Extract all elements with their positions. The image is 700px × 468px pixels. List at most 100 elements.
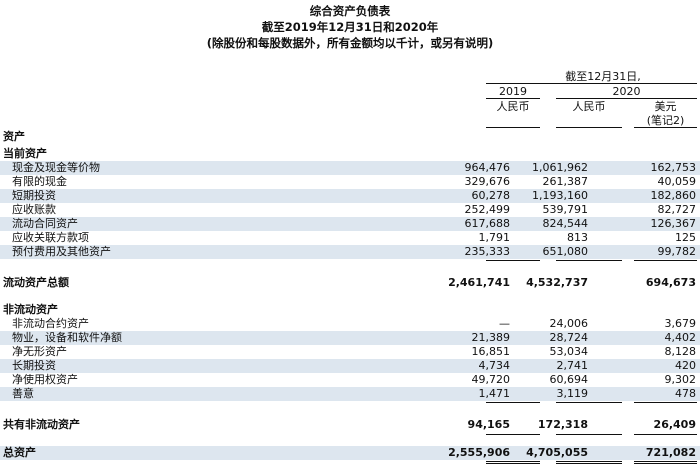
value-usd: 99,782 bbox=[657, 245, 697, 258]
value-2019: 252,499 bbox=[464, 203, 511, 216]
table-row: 现金及现金等价物 964,476 1,061,962 162,753 bbox=[0, 161, 700, 175]
header-rule-2020 bbox=[556, 98, 697, 99]
value-usd: 721,082 bbox=[645, 446, 696, 459]
value-2020: 24,006 bbox=[549, 317, 589, 330]
value-2020: 813 bbox=[567, 231, 588, 244]
row-label: 现金及现金等价物 bbox=[12, 161, 100, 174]
value-usd: 162,753 bbox=[650, 161, 697, 174]
value-usd: 125 bbox=[675, 231, 696, 244]
value-2020: 1,061,962 bbox=[532, 161, 588, 174]
rule-double-underline bbox=[634, 461, 697, 462]
total-assets-label: 总资产 bbox=[3, 446, 36, 459]
rule-subtotal bbox=[556, 402, 622, 403]
rule-double-underline bbox=[486, 461, 540, 462]
rule-subtotal bbox=[556, 260, 622, 261]
rule-double-underline bbox=[634, 463, 697, 464]
table-row: 预付费用及其他资产 235,333 651,080 99,782 bbox=[0, 245, 700, 259]
value-usd: 420 bbox=[675, 359, 696, 372]
rule-total bbox=[556, 434, 622, 435]
rule-double-underline bbox=[556, 463, 622, 464]
row-label: 净无形资产 bbox=[12, 345, 67, 358]
value-2020: 651,080 bbox=[542, 245, 589, 258]
table-row: 善意 1,471 3,119 478 bbox=[0, 387, 700, 401]
title-main: 综合资产负债表 bbox=[309, 4, 391, 18]
value-2020: 4,532,737 bbox=[526, 276, 588, 289]
rule-double-underline bbox=[486, 463, 540, 464]
table-row: 流动合同资产 617,688 824,544 126,367 bbox=[0, 217, 700, 231]
total-assets-row: 总资产 2,555,906 4,705,055 721,082 bbox=[0, 446, 700, 460]
row-label: 预付费用及其他资产 bbox=[12, 245, 111, 258]
value-2019: 329,676 bbox=[464, 175, 511, 188]
row-label: 净使用权资产 bbox=[12, 373, 78, 386]
value-usd: 694,673 bbox=[645, 276, 696, 289]
header-currency-rmb-2020: 人民币 bbox=[572, 100, 606, 113]
value-2020: 4,705,055 bbox=[526, 446, 588, 459]
value-2020: 60,694 bbox=[549, 373, 589, 386]
value-2019: 60,278 bbox=[471, 189, 511, 202]
header-note: (笔记2) bbox=[646, 114, 685, 127]
value-2020: 2,741 bbox=[556, 359, 589, 372]
table-row: 非流动合约资产 — 24,006 3,679 bbox=[0, 317, 700, 331]
value-2020: 539,791 bbox=[542, 203, 589, 216]
section-non-current-assets-label: 非流动资产 bbox=[3, 303, 58, 316]
rule-subtotal bbox=[486, 402, 540, 403]
value-2019: 16,851 bbox=[471, 345, 511, 358]
header-rule-top bbox=[486, 83, 697, 84]
row-label: 长期投资 bbox=[12, 359, 56, 372]
value-2020: 3,119 bbox=[556, 387, 589, 400]
rule-double-underline bbox=[556, 461, 622, 462]
value-2019: 94,165 bbox=[467, 418, 510, 431]
value-usd: 182,860 bbox=[650, 189, 697, 202]
row-label: 短期投资 bbox=[12, 189, 56, 202]
row-label: 流动合同资产 bbox=[12, 217, 78, 230]
value-2020: 261,387 bbox=[542, 175, 589, 188]
value-2020: 28,724 bbox=[549, 331, 589, 344]
header-rule-2019-b bbox=[486, 127, 540, 128]
header-rule-2019 bbox=[486, 98, 540, 99]
row-label: 应收关联方款项 bbox=[12, 231, 89, 244]
title-note: (除股份和每股数据外，所有金额均以千计，或另有说明) bbox=[206, 36, 494, 50]
total-current-assets-label: 流动资产总额 bbox=[3, 276, 69, 289]
total-non-current-assets-label: 共有非流动资产 bbox=[3, 418, 80, 431]
table-row: 净使用权资产 49,720 60,694 9,302 bbox=[0, 373, 700, 387]
value-usd: 3,679 bbox=[664, 317, 697, 330]
table-row: 物业，设备和软件净额 21,389 28,724 4,402 bbox=[0, 331, 700, 345]
total-non-current-assets-row: 共有非流动资产 94,165 172,318 26,409 bbox=[0, 418, 700, 432]
table-row: 短期投资 60,278 1,193,160 182,860 bbox=[0, 189, 700, 203]
value-2019: 1,791 bbox=[478, 231, 511, 244]
value-2019: 617,688 bbox=[464, 217, 511, 230]
value-2020: 172,318 bbox=[537, 418, 588, 431]
header-currency-rmb-2019: 人民币 bbox=[496, 100, 530, 113]
rule-total bbox=[634, 434, 697, 435]
value-usd: 126,367 bbox=[650, 217, 697, 230]
section-non-current-assets: 非流动资产 bbox=[0, 303, 700, 317]
rule-subtotal bbox=[634, 402, 697, 403]
row-label: 善意 bbox=[12, 387, 34, 400]
value-2019: 21,389 bbox=[471, 331, 511, 344]
value-usd: 8,128 bbox=[664, 345, 697, 358]
row-label: 非流动合约资产 bbox=[12, 317, 89, 330]
value-usd: 478 bbox=[675, 387, 696, 400]
value-usd: 40,059 bbox=[657, 175, 697, 188]
table-row: 有限的现金 329,676 261,387 40,059 bbox=[0, 175, 700, 189]
header-rule-2020-b bbox=[556, 127, 622, 128]
row-label: 应收账款 bbox=[12, 203, 56, 216]
value-usd: 4,402 bbox=[664, 331, 697, 344]
header-as-of: 截至12月31日, bbox=[565, 70, 641, 83]
value-usd: 9,302 bbox=[664, 373, 697, 386]
header-currency-usd: 美元 bbox=[654, 100, 677, 113]
value-2019: 4,734 bbox=[478, 359, 511, 372]
value-2019: 235,333 bbox=[464, 245, 511, 258]
value-2019: 2,461,741 bbox=[448, 276, 510, 289]
rule-total bbox=[486, 434, 540, 435]
section-assets-label: 资产 bbox=[3, 130, 25, 143]
row-label: 物业，设备和软件净额 bbox=[12, 331, 122, 344]
table-row: 长期投资 4,734 2,741 420 bbox=[0, 359, 700, 373]
rule-subtotal bbox=[486, 260, 540, 261]
value-usd: 82,727 bbox=[657, 203, 697, 216]
section-current-assets-label: 当前资产 bbox=[3, 147, 47, 160]
table-row: 应收关联方款项 1,791 813 125 bbox=[0, 231, 700, 245]
title-block: 综合资产负债表 截至2019年12月31日和2020年 (除股份和每股数据外，所… bbox=[0, 3, 700, 51]
value-2020: 1,193,160 bbox=[532, 189, 588, 202]
